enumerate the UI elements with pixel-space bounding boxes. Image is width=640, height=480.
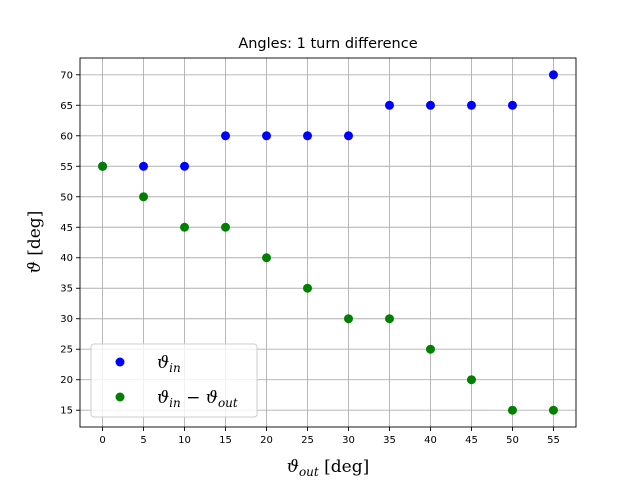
x-tick-label: 55 [547,435,560,446]
series-0-point [466,100,476,110]
legend-marker-theta-in [115,357,125,367]
series-1-point [139,192,149,202]
y-tick-label: 40 [60,253,73,264]
y-tick-label: 70 [60,70,73,81]
series-0-point [343,131,353,141]
y-tick-label: 15 [60,406,73,417]
series-1-point [548,405,558,415]
x-tick-label: 45 [465,435,478,446]
series-0-point [548,70,558,80]
x-tick-label: 15 [219,435,232,446]
legend-box [90,343,258,418]
x-tick-label: 25 [301,435,314,446]
y-tick-label: 30 [60,314,73,325]
x-tick-label: 5 [140,435,146,446]
legend-label-theta-in: ϑin [157,353,181,375]
x-tick-label: 30 [342,435,355,446]
legend: ϑin ϑin − ϑout [90,343,258,418]
y-tick-label: 50 [60,192,73,203]
chart-title: Angles: 1 turn difference [238,36,417,52]
series-0-point [507,100,517,110]
x-tick-label: 40 [424,435,437,446]
legend-marker-theta-diff [115,392,125,402]
series-1-point [221,222,231,232]
x-tick-label: 20 [260,435,273,446]
series-1-point [425,344,435,354]
legend-label-theta-diff: ϑin − ϑout [157,388,238,410]
series-0-point [262,131,272,141]
plot-frame [79,57,577,428]
y-axis-label: ϑ [deg] [25,211,45,274]
y-tick-label: 65 [60,101,73,112]
data-points [98,70,558,415]
series-0-point [303,131,313,141]
series-1-point [343,314,353,324]
series-1-point [303,283,313,293]
y-tick-label: 35 [60,284,73,295]
x-tick-label: 10 [178,435,191,446]
series-1-point [384,314,394,324]
y-tick-label: 25 [60,345,73,356]
series-0-point [384,100,394,110]
series-1-point [180,222,190,232]
series-1-point [466,375,476,385]
grid [80,58,576,427]
y-tick-label: 20 [60,375,73,386]
x-tick-label: 0 [99,435,105,446]
y-tick-label: 60 [60,131,73,142]
ticks: 0 5 10 15 20 25 30 35 40 45 50 55 15 20 25 30 35 40 45 50 55… [60,70,560,446]
x-tick-label: 35 [383,435,396,446]
series-0-point [221,131,231,141]
series-0-point [139,161,149,171]
series-0-point [180,161,190,171]
x-tick-label: 50 [506,435,519,446]
y-tick-label: 45 [60,223,73,234]
series-0-point [425,100,435,110]
series-1-point [98,161,108,171]
series-1-point [507,405,517,415]
x-axis-label: ϑout [deg] [287,457,369,479]
series-1-point [262,253,272,263]
y-tick-label: 55 [60,162,73,173]
